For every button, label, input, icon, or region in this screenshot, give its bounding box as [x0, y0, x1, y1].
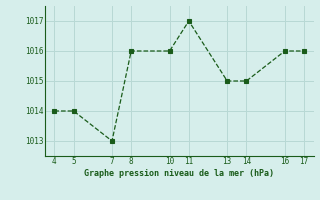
X-axis label: Graphe pression niveau de la mer (hPa): Graphe pression niveau de la mer (hPa) — [84, 169, 274, 178]
